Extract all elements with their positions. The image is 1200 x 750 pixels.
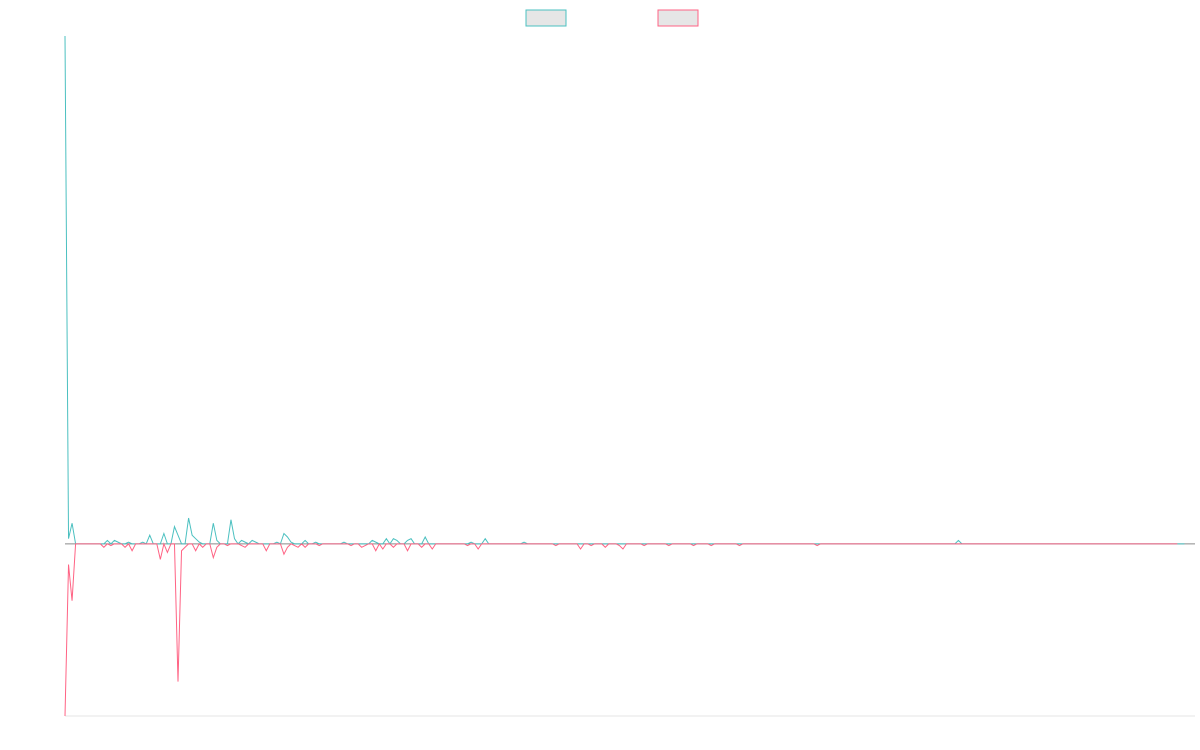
chart-legend[interactable] [525,9,699,27]
series-line-2 [64,542,1178,717]
series-layer [64,35,1185,717]
plot-area [64,35,1195,717]
legend-swatch-1[interactable] [525,9,567,27]
legend-swatch-2[interactable] [657,9,699,27]
series-line-1 [64,35,1185,545]
